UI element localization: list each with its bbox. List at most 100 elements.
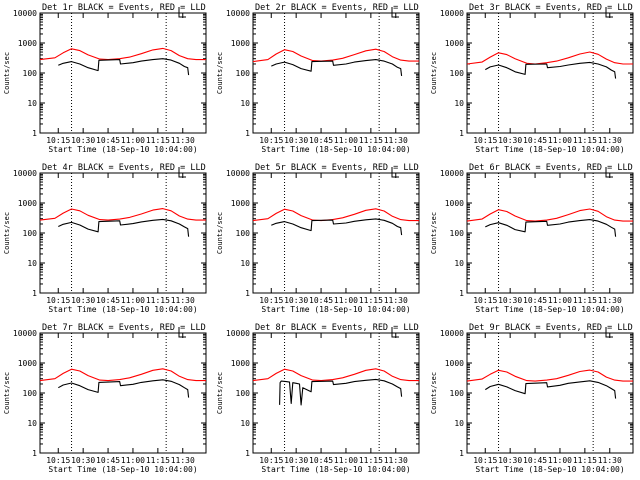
y-tick-label: 1000 [231,39,250,48]
panel-title: Det 9r BLACK = Events, RED = LLD [469,323,633,333]
x-tick-label: 11:00 [334,296,358,305]
detector-panel: Det 3r BLACK = Events, RED = LLD 1 10 100 10… [430,3,634,154]
x-tick-label: 11:30 [384,296,408,305]
x-tick-label: 10:15 [259,136,283,145]
y-tick-label: 10 [240,419,250,428]
plot-frame [466,12,634,134]
y-tick-label: 1000 [445,199,464,208]
panel-title: Det 5r BLACK = Events, RED = LLD [255,163,419,173]
y-tick-label: 100 [236,389,251,398]
x-tick-label: 10:45 [523,136,547,145]
lld-series-line [39,368,206,382]
detector-panel: Det 5r BLACK = Events, RED = LLD 1 10 100 10… [216,163,420,314]
plot-frame [466,172,634,294]
x-tick-label: 10:30 [498,136,522,145]
detector-panel: Det 8r BLACK = Events, RED = LLD 1 10 100 10… [216,323,420,474]
x-tick-label: 11:15 [359,136,383,145]
y-axis-title: Counts/sec [216,212,224,254]
y-tick-label: 1000 [231,359,250,368]
x-tick-label: 11:15 [573,136,597,145]
corner-marker [178,167,186,178]
y-tick-label: 100 [236,229,251,238]
x-tick-label: 10:45 [96,456,120,465]
x-tick-label: 11:15 [359,296,383,305]
corner-marker [391,327,399,338]
x-tick-label: 11:30 [598,136,622,145]
x-tick-label: 10:30 [284,296,308,305]
x-tick-label: 11:00 [548,296,572,305]
plot-frame [252,12,420,134]
x-tick-label: 11:15 [146,136,170,145]
x-tick-label: 10:45 [96,296,120,305]
plot-frame [252,332,420,454]
corner-marker [605,327,613,338]
x-tick-label: 10:45 [309,136,333,145]
plot-frame [252,172,420,294]
x-tick-label: 11:00 [548,136,572,145]
x-tick-label: 11:00 [548,456,572,465]
y-tick-label: 10000 [13,169,37,178]
y-tick-label: 10000 [440,329,464,338]
x-tick-label: 10:30 [284,456,308,465]
x-axis-title: Start Time (18-Sep-10 10:04:00) [48,305,197,314]
x-tick-label: 10:30 [284,136,308,145]
x-tick-label: 10:45 [523,456,547,465]
x-tick-label: 11:15 [573,456,597,465]
y-axis-title: Counts/sec [430,52,438,94]
y-tick-label: 100 [450,389,465,398]
x-tick-label: 11:30 [171,456,195,465]
y-axis-title: Counts/sec [3,52,11,94]
y-tick-label: 1000 [445,39,464,48]
y-tick-label: 1 [32,449,37,458]
events-series-line [271,59,403,76]
detector-panel: Det 6r BLACK = Events, RED = LLD 1 10 100 10… [430,163,634,314]
events-series-line [485,380,617,399]
panel-title: Det 4r BLACK = Events, RED = LLD [42,163,206,173]
x-axis-title: Start Time (18-Sep-10 10:04:00) [261,145,410,154]
plot-frame [39,12,207,134]
x-tick-label: 10:45 [523,296,547,305]
x-axis-title: Start Time (18-Sep-10 10:04:00) [261,305,410,314]
x-tick-label: 11:15 [573,296,597,305]
panel-title: Det 6r BLACK = Events, RED = LLD [469,163,633,173]
y-tick-label: 100 [23,389,38,398]
x-tick-label: 11:00 [121,296,145,305]
x-axis-title: Start Time (18-Sep-10 10:04:00) [48,465,197,474]
y-tick-label: 100 [236,69,251,78]
events-series-line [271,218,403,236]
y-tick-label: 1 [245,289,250,298]
detector-panel: Det 2r BLACK = Events, RED = LLD 1 10 100 10… [216,3,420,154]
x-tick-label: 10:15 [473,296,497,305]
corner-marker [178,327,186,338]
x-tick-label: 11:15 [146,296,170,305]
y-tick-label: 10 [454,419,464,428]
lld-series-line [252,368,419,382]
x-axis-title: Start Time (18-Sep-10 10:04:00) [48,145,197,154]
corner-marker [605,7,613,18]
detector-panel: Det 7r BLACK = Events, RED = LLD 1 10 100 10… [3,323,207,474]
events-series-line [58,218,190,237]
y-tick-label: 10000 [440,169,464,178]
corner-marker [178,7,186,18]
x-tick-label: 11:30 [384,136,408,145]
y-axis-title: Counts/sec [3,212,11,254]
x-tick-label: 10:30 [498,296,522,305]
lld-series-line [466,51,633,65]
lld-series-line [252,208,419,222]
y-axis-title: Counts/sec [216,372,224,414]
x-axis-title: Start Time (18-Sep-10 10:04:00) [475,145,624,154]
x-tick-label: 11:00 [121,456,145,465]
y-tick-label: 10 [454,259,464,268]
detector-panel: Det 4r BLACK = Events, RED = LLD 1 10 100 10… [3,163,207,314]
lld-series-line [466,369,633,382]
y-tick-label: 1000 [18,359,37,368]
y-tick-label: 10 [27,259,37,268]
x-tick-label: 11:00 [334,456,358,465]
x-tick-label: 11:15 [146,456,170,465]
x-tick-label: 10:45 [309,296,333,305]
y-tick-label: 10000 [440,9,464,18]
x-tick-label: 10:45 [96,136,120,145]
x-tick-label: 10:15 [259,296,283,305]
x-tick-label: 10:15 [46,296,70,305]
y-tick-label: 10 [454,99,464,108]
